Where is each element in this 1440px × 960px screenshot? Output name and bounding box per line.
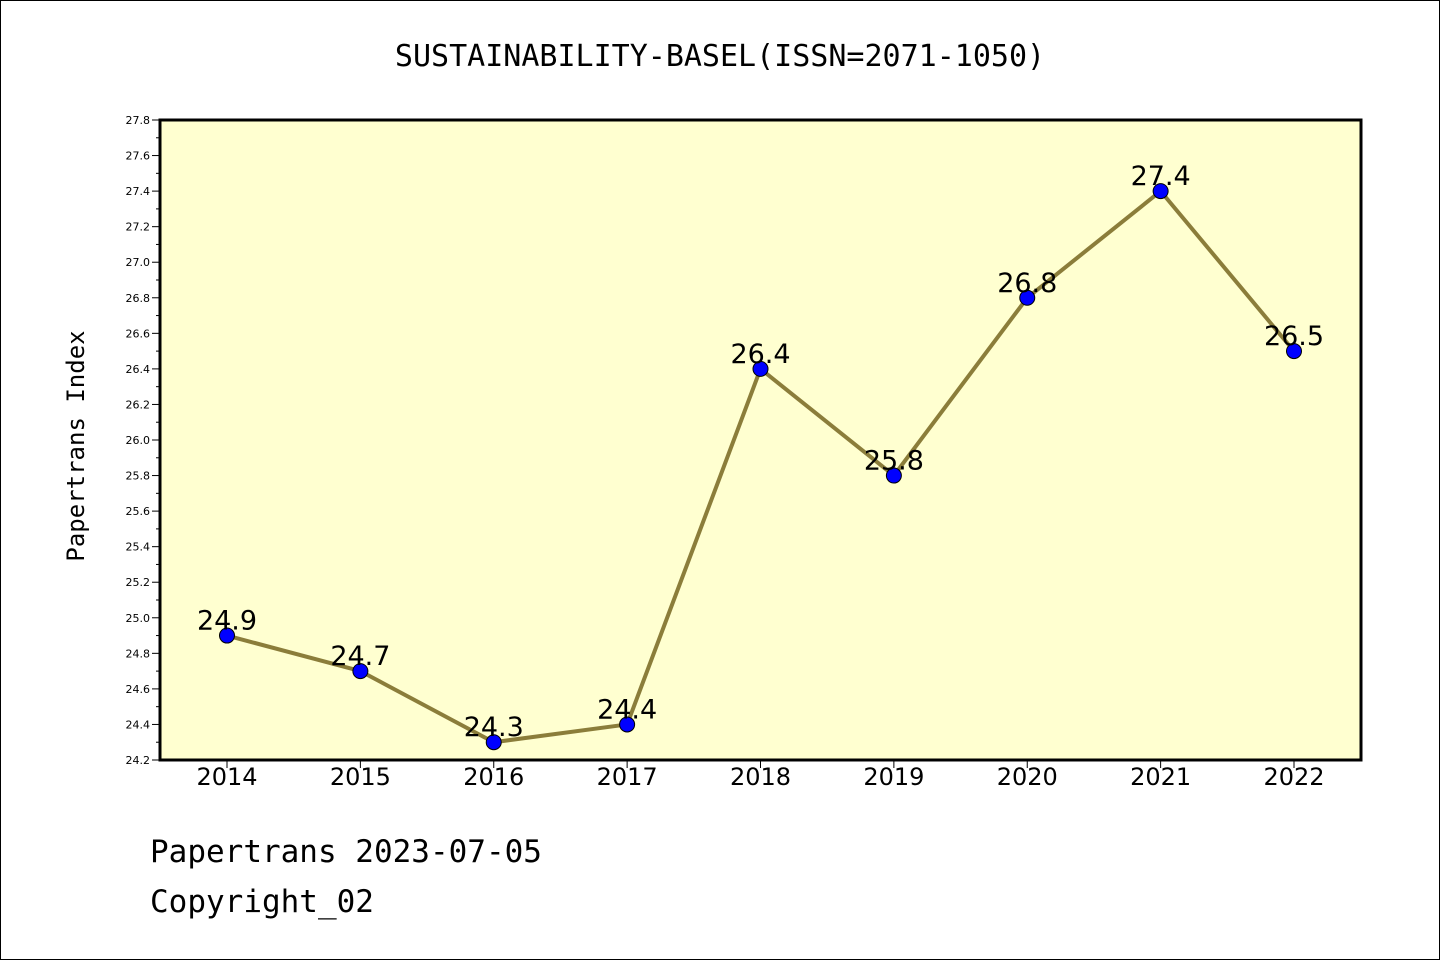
y-tick-label: 25.6	[126, 505, 151, 518]
x-tick-label: 2015	[330, 763, 391, 791]
data-label-2014: 24.9	[197, 606, 257, 637]
data-point-2014	[219, 627, 235, 644]
y-tick-label: 25.8	[126, 470, 151, 483]
x-tick-label: 2021	[1130, 763, 1191, 791]
data-point-2016	[485, 734, 502, 751]
data-label-2022: 26.5	[1264, 321, 1324, 352]
y-tick-label: 27.2	[126, 221, 151, 234]
x-tick-label: 2018	[730, 763, 791, 791]
data-point-2020	[1019, 289, 1036, 306]
footer-date: Papertrans 2023-07-05	[150, 834, 542, 870]
data-point-2021	[1152, 183, 1169, 200]
x-tick-label: 2014	[196, 763, 257, 791]
y-tick-label: 27.0	[126, 256, 151, 269]
data-label-2019: 25.8	[864, 446, 924, 477]
data-label-2021: 27.4	[1131, 161, 1191, 192]
chart-title: SUSTAINABILITY-BASEL(ISSN=2071-1050)	[395, 39, 1045, 74]
data-label-2020: 26.8	[997, 268, 1057, 299]
x-tick-label: 2019	[863, 763, 924, 791]
plot-area	[158, 118, 1363, 762]
data-point-2018	[752, 360, 769, 377]
y-tick-label: 24.2	[126, 754, 151, 767]
y-tick-label: 26.4	[126, 363, 151, 376]
x-tick-label: 2017	[597, 763, 658, 791]
y-tick-label: 27.6	[126, 150, 151, 163]
y-axis-ticks: 24.2 24.4 24.6 24.8 25.0 25.2 25.4 25.6 25.8 26.0…	[126, 114, 160, 767]
data-point-2022	[1286, 343, 1302, 360]
data-labels-layer: 24.9 24.7 24.3 24.4 26.4 25.8 26.8 27.4 26.5	[197, 161, 1324, 743]
y-axis-label: Papertrans Index	[62, 330, 90, 561]
y-tick-label: 26.6	[126, 327, 151, 340]
y-tick-label: 25.2	[126, 576, 151, 589]
x-axis-ticks: 2014 2015 2016 2017 2018 2019 2020 2021 2022	[196, 760, 1325, 791]
data-label-2018: 26.4	[730, 339, 790, 370]
y-tick-label: 24.6	[126, 683, 151, 696]
data-label-2015: 24.7	[330, 641, 390, 672]
data-point-2017	[619, 716, 636, 733]
y-tick-label: 27.4	[126, 185, 151, 198]
y-tick-label: 24.4	[126, 718, 151, 731]
y-tick-label: 25.0	[126, 612, 151, 625]
y-tick-label: 25.4	[126, 541, 151, 554]
y-tick-label: 26.8	[126, 292, 151, 305]
series-layer	[219, 183, 1302, 751]
data-point-2015	[352, 663, 369, 680]
y-tick-label: 26.0	[126, 434, 151, 447]
y-tick-label: 27.8	[126, 114, 151, 127]
data-label-2016: 24.3	[464, 712, 524, 743]
footer-copyright: Copyright_02	[150, 884, 374, 920]
y-tick-label: 26.2	[126, 398, 151, 411]
y-tick-label: 24.8	[126, 647, 151, 660]
data-point-2019	[885, 467, 902, 484]
x-tick-label: 2016	[463, 763, 524, 791]
x-tick-label: 2022	[1263, 763, 1324, 791]
x-tick-label: 2020	[997, 763, 1058, 791]
data-label-2017: 24.4	[597, 694, 657, 725]
